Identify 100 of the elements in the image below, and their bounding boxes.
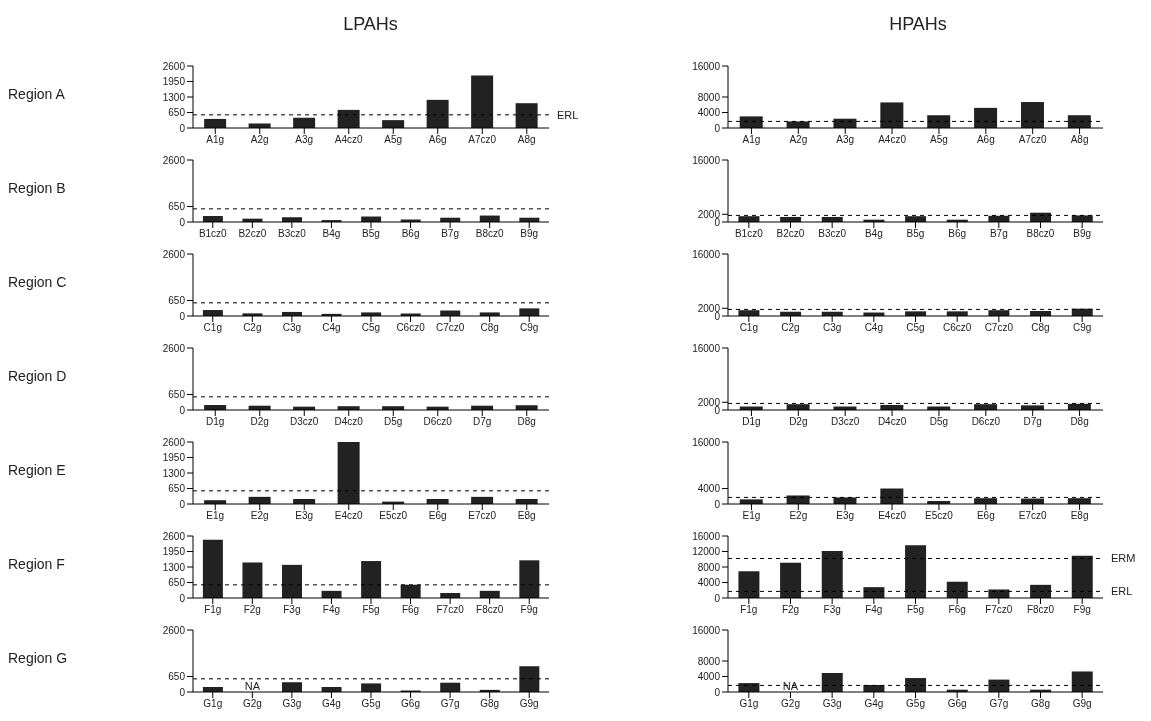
y-tick-label: 2600 (162, 342, 186, 354)
x-tick-label: C5g (906, 322, 925, 334)
x-tick-label: F6g (401, 604, 420, 616)
x-tick-label: C1g (203, 322, 222, 334)
y-tick-label: 650 (168, 295, 186, 307)
x-tick-label: A3g (836, 134, 855, 146)
x-tick-label: E8g (1070, 510, 1089, 522)
y-tick-label: 12000 (692, 546, 721, 558)
x-tick-label: A3g (295, 134, 314, 146)
x-tick-label: A4cz0 (334, 134, 364, 146)
x-tick-label: G7g (989, 698, 1009, 710)
y-tick-label: 0 (179, 216, 186, 228)
x-tick-label: F3g (283, 604, 301, 616)
x-tick-label: B9g (520, 228, 539, 240)
ref-line-label: ERM (1111, 552, 1136, 565)
x-tick-label: B7g (441, 228, 460, 240)
x-tick-label: G9g (1072, 698, 1092, 710)
y-tick-label: 1300 (162, 561, 186, 573)
x-tick-label: E6g (976, 510, 995, 522)
x-tick-label: A4cz0 (878, 134, 907, 146)
x-tick-label: E3g (295, 510, 314, 522)
y-tick-label: 1950 (162, 452, 186, 464)
x-tick-label: B1cz0 (734, 228, 764, 240)
x-tick-label: D3cz0 (831, 416, 860, 428)
y-tick-label: 0 (714, 122, 721, 134)
annotation: NA (782, 679, 799, 692)
x-tick-label: B1cz0 (198, 228, 228, 240)
y-tick-label: 1300 (162, 91, 186, 103)
x-tick-label: F5g (362, 604, 380, 616)
y-tick-label: 8000 (697, 561, 721, 573)
x-tick-label: A6g (976, 134, 995, 146)
x-tick-label: F7cz0 (985, 604, 1013, 616)
x-tick-label: E7cz0 (1018, 510, 1048, 522)
x-tick-label: A5g (930, 134, 948, 146)
y-tick-label: 16000 (692, 342, 721, 354)
x-tick-label: B9g (1073, 228, 1092, 240)
x-tick-label: B8cz0 (1026, 228, 1055, 240)
x-tick-label: D4cz0 (334, 416, 364, 428)
x-tick-label: E2g (789, 510, 808, 522)
ref-line-label: ERL (557, 108, 579, 121)
x-tick-label: F8cz0 (1026, 604, 1055, 616)
x-tick-label: C2g (781, 322, 800, 334)
y-tick-label: 2600 (162, 60, 186, 72)
x-tick-label: F6g (948, 604, 966, 616)
y-axis-title: Region G (8, 650, 69, 666)
x-tick-label: B8cz0 (475, 228, 504, 240)
y-tick-label: 2600 (162, 248, 186, 260)
x-tick-label: G1g (203, 698, 223, 710)
x-tick-label: A2g (789, 134, 808, 146)
x-tick-label: E6g (428, 510, 447, 522)
x-tick-label: B4g (322, 228, 341, 240)
x-tick-label: B5g (362, 228, 380, 240)
y-tick-label: 4000 (697, 671, 721, 683)
y-axis-title: Region F (8, 556, 66, 572)
y-tick-label: 2600 (162, 530, 186, 542)
y-tick-label: 16000 (692, 60, 721, 72)
y-tick-label: 0 (179, 122, 186, 134)
x-tick-label: B2cz0 (776, 228, 805, 240)
y-tick-label: 1950 (162, 546, 186, 558)
chart-title: LPAHs (342, 14, 399, 35)
x-tick-label: A7cz0 (468, 134, 497, 146)
y-tick-label: 0 (179, 498, 186, 510)
x-tick-label: F9g (1073, 604, 1091, 616)
x-tick-label: C7cz0 (435, 322, 465, 334)
y-tick-label: 0 (714, 592, 721, 604)
x-tick-label: E1g (742, 510, 761, 522)
x-tick-label: E3g (836, 510, 855, 522)
y-tick-label: 650 (168, 107, 186, 119)
x-tick-label: F8cz0 (476, 604, 504, 616)
y-tick-label: 650 (168, 483, 186, 495)
y-tick-label: 16000 (692, 530, 721, 542)
y-axis-title: Region E (8, 462, 67, 478)
x-tick-label: B6g (401, 228, 420, 240)
x-tick-label: G6g (401, 698, 421, 710)
y-tick-label: 2600 (162, 624, 186, 636)
x-tick-label: A1g (206, 134, 225, 146)
x-tick-label: G1g (739, 698, 759, 710)
y-tick-label: 16000 (692, 248, 721, 260)
x-tick-label: C2g (243, 322, 262, 334)
y-tick-label: 4000 (697, 483, 721, 495)
x-tick-label: C3g (822, 322, 842, 334)
y-tick-label: 650 (168, 201, 186, 213)
y-tick-label: 0 (179, 686, 186, 698)
x-tick-label: D6cz0 (423, 416, 453, 428)
y-tick-label: 650 (168, 389, 186, 401)
x-tick-label: C6cz0 (396, 322, 426, 334)
x-tick-label: E4cz0 (878, 510, 907, 522)
x-tick-label: D8g (517, 416, 536, 428)
y-tick-label: 2600 (162, 154, 186, 166)
x-tick-label: B3cz0 (818, 228, 847, 240)
y-tick-label: 650 (168, 577, 186, 589)
annotation: NA (244, 679, 261, 692)
x-tick-label: A8g (517, 134, 536, 146)
x-tick-label: F7cz0 (436, 604, 465, 616)
y-tick-label: 4000 (697, 577, 721, 589)
y-tick-label: 8000 (697, 655, 721, 667)
x-tick-label: A7cz0 (1018, 134, 1048, 146)
y-tick-label: 1300 (162, 467, 186, 479)
x-tick-label: E1g (206, 510, 225, 522)
x-tick-label: D6cz0 (971, 416, 1001, 428)
